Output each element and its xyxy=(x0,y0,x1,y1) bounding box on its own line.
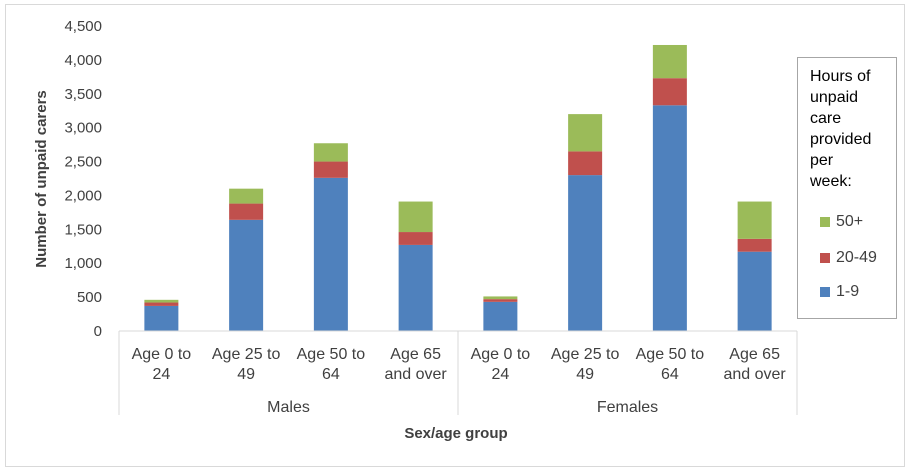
legend-swatch xyxy=(820,287,830,297)
group-label: Females xyxy=(597,399,658,416)
bar-segment xyxy=(144,299,179,303)
bar-segment xyxy=(568,175,603,331)
bar-segment xyxy=(737,201,772,239)
category-label: Age 50 to 64 xyxy=(636,346,705,383)
y-tick-label: 500 xyxy=(77,289,102,306)
bar-segment xyxy=(483,299,518,302)
category-label: Age 50 to 64 xyxy=(297,346,366,383)
x-axis-title: Sex/age group xyxy=(404,425,507,442)
bar-segment xyxy=(398,232,433,245)
bar-segment xyxy=(737,238,772,252)
y-tick-label: 3,000 xyxy=(64,120,102,137)
bar-segment xyxy=(652,44,687,79)
bar-segment xyxy=(652,105,687,331)
bar-segment xyxy=(483,301,518,331)
x-axis: Age 0 to 24 Age 25 to 49 Age 50 to 64 Age 65 an… xyxy=(118,330,798,416)
y-tick-label: 1,500 xyxy=(64,221,102,238)
group-label: Males xyxy=(267,399,310,416)
bar-segment xyxy=(313,143,348,162)
bar-segment xyxy=(568,114,603,152)
category-label: Age 65 and over xyxy=(723,346,786,383)
y-tick-label: 2,500 xyxy=(64,154,102,171)
legend-label: 1-9 xyxy=(836,283,860,300)
legend-title: Hours of unpaid care provided per week: xyxy=(810,68,872,190)
y-tick-label: 0 xyxy=(94,323,102,340)
legend-item: 20-49 xyxy=(820,248,877,268)
bar-segment xyxy=(568,151,603,176)
legend-label: 20-49 xyxy=(836,249,877,266)
legend-item: 50+ xyxy=(820,212,863,232)
legend-swatch xyxy=(820,217,830,227)
y-axis-title: Number of unpaid carers xyxy=(33,90,50,268)
bar-segment xyxy=(398,201,433,233)
category-label: Age 25 to 49 xyxy=(212,346,281,383)
bar-segment xyxy=(313,161,348,178)
bar-segment xyxy=(398,244,433,331)
y-tick-label: 2,000 xyxy=(64,187,102,204)
bar-segment xyxy=(229,188,264,204)
category-label: Age 0 to 24 xyxy=(471,346,531,383)
bar-segment xyxy=(313,177,348,331)
bar-segment xyxy=(229,203,264,220)
y-tick-label: 1,000 xyxy=(64,255,102,272)
y-tick-label: 3,500 xyxy=(64,86,102,103)
bar-segment xyxy=(483,296,518,300)
y-axis-ticks: 0 500 1,000 1,500 2,000 2,500 3,000 3,500 4,000 4… xyxy=(64,18,102,340)
bar-segment xyxy=(737,251,772,331)
category-label: Age 65 and over xyxy=(384,346,447,383)
y-tick-label: 4,000 xyxy=(64,52,102,69)
category-label: Age 0 to 24 xyxy=(132,346,192,383)
legend: Hours of unpaid care provided per week: 50+ 20… xyxy=(797,57,897,319)
y-tick-label: 4,500 xyxy=(64,18,102,35)
bar-segment xyxy=(144,305,179,331)
bars xyxy=(144,44,772,331)
category-label: Age 25 to 49 xyxy=(551,346,620,383)
legend-swatch xyxy=(820,253,830,263)
legend-item: 1-9 xyxy=(820,282,859,302)
bar-segment xyxy=(652,78,687,106)
bar-segment xyxy=(144,302,179,306)
legend-label: 50+ xyxy=(836,213,864,230)
bar-segment xyxy=(229,219,264,331)
